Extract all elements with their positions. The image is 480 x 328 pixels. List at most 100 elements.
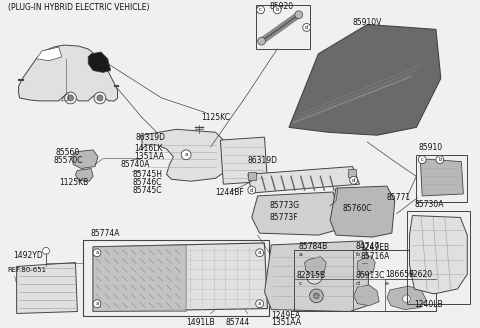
Text: d: d — [250, 188, 253, 193]
Text: d: d — [352, 178, 355, 183]
Text: 1249EB: 1249EB — [360, 243, 390, 252]
Text: b: b — [438, 157, 442, 162]
Bar — [294, 250, 436, 311]
Polygon shape — [142, 129, 225, 181]
Bar — [385, 279, 436, 311]
Text: 1244BF: 1244BF — [216, 188, 244, 196]
Circle shape — [97, 95, 103, 101]
Text: 85920: 85920 — [269, 2, 293, 11]
Text: (PLUG-IN HYBRID ELECTRIC VEHICLE): (PLUG-IN HYBRID ELECTRIC VEHICLE) — [8, 3, 149, 12]
Bar — [256, 5, 310, 49]
Polygon shape — [420, 159, 463, 196]
Circle shape — [310, 289, 323, 303]
Text: 85760C: 85760C — [343, 204, 372, 213]
Text: 92620: 92620 — [408, 270, 432, 279]
Circle shape — [65, 92, 76, 104]
Text: 85745H: 85745H — [132, 170, 162, 179]
Circle shape — [403, 295, 410, 303]
Bar — [248, 173, 256, 180]
Text: a: a — [258, 250, 261, 255]
Circle shape — [256, 249, 264, 256]
Text: a: a — [184, 152, 188, 157]
Circle shape — [350, 176, 358, 184]
Text: a: a — [96, 301, 98, 306]
Text: a: a — [258, 301, 261, 306]
Polygon shape — [36, 47, 62, 61]
Text: 85745C: 85745C — [132, 186, 162, 195]
Circle shape — [94, 92, 106, 104]
Text: 85910V: 85910V — [353, 18, 382, 27]
Text: 85784B: 85784B — [299, 242, 328, 251]
Text: 85730A: 85730A — [414, 200, 444, 209]
Polygon shape — [252, 192, 338, 235]
Text: 85773F: 85773F — [269, 213, 298, 222]
Polygon shape — [330, 186, 395, 237]
Polygon shape — [19, 45, 118, 101]
Text: d: d — [356, 281, 360, 286]
Bar — [407, 211, 470, 304]
Circle shape — [303, 24, 311, 31]
Text: 86319D: 86319D — [135, 133, 165, 142]
Circle shape — [256, 300, 264, 308]
Text: 1492YD: 1492YD — [13, 251, 43, 259]
Circle shape — [273, 6, 281, 14]
Polygon shape — [358, 256, 375, 275]
Polygon shape — [387, 286, 426, 310]
Text: 85740A: 85740A — [120, 160, 150, 169]
Polygon shape — [220, 137, 267, 184]
Bar — [348, 170, 356, 177]
Text: 85716A: 85716A — [360, 252, 390, 261]
Text: a: a — [96, 250, 98, 255]
Text: 1249EA: 1249EA — [271, 311, 300, 319]
Text: 86913C: 86913C — [356, 271, 385, 280]
Polygon shape — [248, 167, 360, 193]
Text: b: b — [276, 7, 279, 12]
Bar — [416, 155, 467, 202]
Text: 1125KB: 1125KB — [59, 178, 88, 187]
Circle shape — [248, 186, 256, 194]
Text: 85570C: 85570C — [54, 156, 84, 165]
Circle shape — [313, 293, 319, 299]
Circle shape — [418, 156, 426, 164]
Text: 85744: 85744 — [225, 318, 250, 327]
Text: 85771: 85771 — [387, 194, 411, 202]
Circle shape — [307, 268, 322, 284]
Polygon shape — [305, 256, 326, 276]
Text: 18665F: 18665F — [385, 270, 413, 279]
Text: 85773G: 85773G — [269, 201, 300, 210]
Text: 1125KC: 1125KC — [201, 113, 230, 122]
Polygon shape — [88, 52, 111, 72]
Text: a: a — [299, 252, 303, 257]
Text: e: e — [385, 281, 389, 286]
Text: 82315B: 82315B — [297, 271, 326, 280]
Circle shape — [43, 247, 49, 254]
Circle shape — [181, 150, 191, 160]
Text: 1416LK: 1416LK — [134, 144, 163, 154]
Text: b: b — [356, 252, 360, 257]
Polygon shape — [264, 241, 369, 312]
Text: c: c — [421, 157, 424, 162]
Text: 1351AA: 1351AA — [271, 318, 301, 327]
Circle shape — [93, 300, 101, 308]
Polygon shape — [354, 285, 379, 306]
Polygon shape — [289, 25, 441, 135]
Text: REF.80-651: REF.80-651 — [8, 267, 47, 274]
Polygon shape — [93, 243, 267, 312]
Polygon shape — [17, 262, 77, 314]
Text: 1351AA: 1351AA — [134, 152, 164, 161]
Text: 1491LB: 1491LB — [186, 318, 215, 327]
Text: 85560: 85560 — [56, 148, 80, 157]
Polygon shape — [72, 150, 98, 169]
Polygon shape — [409, 215, 467, 294]
Circle shape — [93, 249, 101, 256]
Circle shape — [68, 95, 73, 101]
Text: c: c — [299, 281, 302, 286]
Text: 84747: 84747 — [356, 242, 380, 251]
Bar — [83, 240, 269, 317]
Text: d: d — [305, 25, 308, 30]
Polygon shape — [75, 169, 93, 181]
Circle shape — [257, 6, 264, 14]
Text: 85746C: 85746C — [132, 178, 162, 187]
Text: c: c — [259, 7, 262, 12]
Text: 1240LB: 1240LB — [414, 300, 443, 309]
